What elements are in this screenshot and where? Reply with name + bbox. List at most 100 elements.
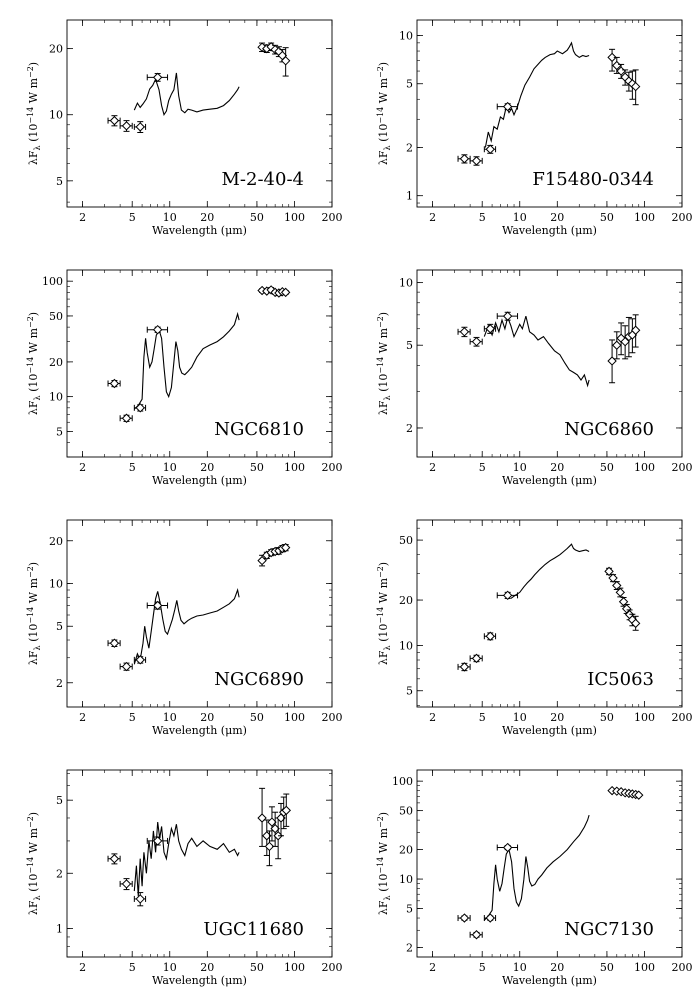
photometry-point (457, 154, 471, 164)
y-axis-label-part: −14 (26, 857, 35, 874)
x-tick-label: 20 (550, 711, 564, 724)
x-tick-label: 200 (322, 711, 343, 724)
y-tick-label: 20 (49, 535, 63, 548)
y-tick-label: 10 (399, 277, 413, 290)
photometry-point (280, 287, 291, 298)
x-tick-label: 5 (479, 711, 486, 724)
diamond-marker (280, 56, 291, 66)
y-tick-label: 5 (56, 794, 63, 807)
y-tick-label: 20 (49, 43, 63, 56)
x-tick-label: 200 (672, 211, 693, 224)
x-tick-label: 200 (322, 211, 343, 224)
photometry-point (496, 590, 519, 601)
diamond-marker (121, 121, 132, 131)
x-tick-label: 10 (513, 461, 527, 474)
diamond-marker (471, 156, 482, 166)
x-tick-label: 2 (79, 211, 86, 224)
y-tick-label: 10 (49, 109, 63, 122)
x-tick-label: 100 (284, 461, 305, 474)
diamond-marker (502, 590, 513, 601)
x-axis-label: Wavelength (μm) (502, 474, 597, 487)
x-tick-label: 20 (550, 211, 564, 224)
x-axis-label: Wavelength (μm) (152, 474, 247, 487)
diamond-marker (264, 841, 275, 852)
spectrum-line (484, 41, 590, 148)
x-tick-label: 5 (129, 211, 136, 224)
diamond-marker (471, 336, 482, 347)
y-axis-label-part: W m (27, 77, 40, 106)
photometry-point (483, 631, 497, 641)
plot-frame (416, 769, 683, 958)
x-tick-label: 20 (200, 461, 214, 474)
y-axis-label-part: ) (27, 312, 40, 316)
diamond-marker (615, 587, 625, 598)
y-axis-label-part: (10 (27, 374, 40, 396)
photometry-point (146, 836, 169, 846)
diamond-marker (608, 573, 618, 583)
diamond-marker (121, 661, 132, 672)
photometry-point (496, 101, 519, 112)
y-tick-label: 2 (56, 677, 63, 690)
y-tick-label: 10 (399, 639, 413, 652)
photometry-point (133, 121, 147, 133)
diamond-marker (485, 324, 495, 334)
y-axis-label-part: λ (383, 395, 392, 400)
y-axis-label-part: (10 (27, 124, 40, 146)
y-tick-label: 5 (406, 685, 413, 698)
x-tick-label: 200 (672, 711, 693, 724)
object-name: IC5063 (587, 669, 654, 690)
y-axis-label-part: (10 (27, 874, 40, 896)
x-tick-label: 5 (129, 711, 136, 724)
diamond-marker (152, 72, 163, 83)
x-tick-label: 10 (163, 961, 177, 974)
plot-frame (66, 519, 333, 708)
y-tick-label: 5 (406, 903, 413, 916)
x-tick-label: 50 (600, 961, 614, 974)
diamond-marker (604, 566, 614, 577)
y-tick-label: 2 (406, 422, 413, 435)
y-tick-label: 100 (392, 775, 413, 788)
x-tick-label: 100 (634, 461, 655, 474)
photometry-point (630, 314, 641, 348)
y-axis-label-part: λ (33, 895, 42, 900)
photometry-point (483, 913, 497, 923)
x-tick-label: 10 (163, 711, 177, 724)
photometry-point (133, 655, 147, 665)
x-tick-label: 2 (429, 711, 436, 724)
y-axis-label-part: −2 (376, 316, 385, 328)
y-tick-label: 1 (406, 190, 413, 203)
x-tick-label: 50 (600, 461, 614, 474)
y-tick-label: 20 (399, 844, 413, 857)
photometry-point (634, 790, 644, 800)
x-tick-label: 50 (250, 211, 264, 224)
spectrum-line (133, 822, 240, 897)
diamond-marker (471, 653, 482, 664)
object-name: F15480-0344 (532, 169, 654, 190)
y-axis-label-part: λ (33, 395, 42, 400)
photometry-point (607, 48, 617, 72)
photometry-point (280, 47, 291, 77)
photometry-point (612, 331, 622, 360)
diamond-marker (266, 285, 276, 295)
plot-frame (416, 269, 683, 458)
photometry-point (496, 842, 519, 853)
y-axis-label: λFλ (10−14 W m−2) (26, 312, 42, 415)
photometry-point (107, 378, 121, 389)
plot-frame (66, 19, 333, 208)
x-tick-label: 100 (634, 211, 655, 224)
x-tick-label: 20 (200, 211, 214, 224)
x-tick-label: 2 (429, 961, 436, 974)
y-tick-label: 2 (56, 867, 63, 880)
y-axis-label-part: λF (377, 150, 390, 165)
plot-frame (66, 269, 333, 458)
x-tick-label: 5 (479, 461, 486, 474)
photometry-point (146, 324, 169, 335)
diamond-marker (607, 52, 617, 63)
y-tick-label: 5 (406, 78, 413, 91)
photometry-point (119, 413, 133, 423)
y-tick-label: 50 (399, 534, 413, 547)
photometry-point (280, 542, 291, 553)
